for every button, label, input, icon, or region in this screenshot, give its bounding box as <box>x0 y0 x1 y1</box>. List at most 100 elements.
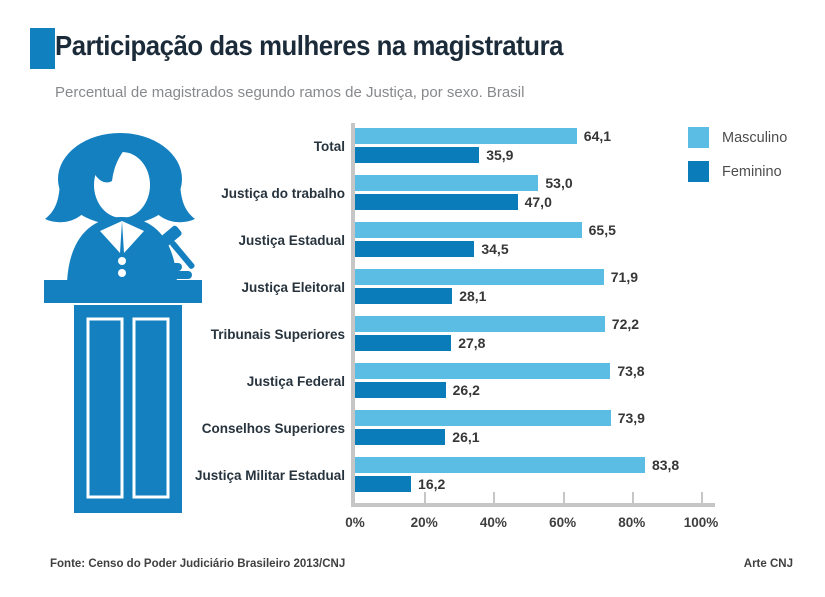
bar-feminino <box>355 476 412 492</box>
bar-masculino <box>355 410 611 426</box>
bar-line: 71,9 <box>355 269 701 285</box>
bar-value-label: 26,1 <box>452 429 480 445</box>
bar-line: 35,9 <box>355 147 701 163</box>
bar-line: 73,8 <box>355 363 701 379</box>
bar-value-label: 73,8 <box>617 363 645 379</box>
axis-tick-label: 40% <box>479 515 507 530</box>
bar-line: 26,1 <box>355 429 701 445</box>
bar-feminino <box>355 382 446 398</box>
bar-line: 27,8 <box>355 335 701 351</box>
axis-tick <box>424 492 427 503</box>
judge-hair-flip-left <box>45 177 86 223</box>
legend-swatch-feminino <box>688 161 709 182</box>
category-label: Tribunais Superiores <box>210 327 345 342</box>
bar-feminino <box>355 429 446 445</box>
chart-legend: Masculino Feminino <box>688 127 787 195</box>
bar-masculino <box>355 269 604 285</box>
x-axis-line <box>351 503 715 507</box>
category-label: Conselhos Superiores <box>201 421 345 436</box>
bar-line: 73,9 <box>355 410 701 426</box>
bar-line: 64,1 <box>355 128 701 144</box>
bar-line: 53,0 <box>355 175 701 191</box>
chart-rows: Total 64,1 35,9 Justiça do trabalho 53,0 47,0… <box>195 123 701 499</box>
podium-top <box>44 280 202 303</box>
chart-row: Justiça Militar Estadual 83,8 16,2 <box>195 452 701 499</box>
axis-tick <box>493 492 496 503</box>
bar-value-label: 73,9 <box>617 410 645 426</box>
axis-tick-label: 20% <box>410 515 438 530</box>
bar-feminino <box>355 288 453 304</box>
podium-panel-right <box>132 317 170 499</box>
axis-tick-label: 0% <box>345 515 365 530</box>
axis-tick-label: 60% <box>549 515 577 530</box>
bar-value-label: 34,5 <box>481 241 509 257</box>
gavel-block-top <box>148 263 182 271</box>
bar-value-label: 27,8 <box>458 335 486 351</box>
judge-button-top <box>118 257 126 265</box>
category-label: Total <box>313 139 345 154</box>
bar-value-label: 28,1 <box>459 288 487 304</box>
category-label: Justiça do trabalho <box>221 186 345 201</box>
bar-line: 16,2 <box>355 476 701 492</box>
axis-tick <box>562 492 565 503</box>
bar-value-label: 35,9 <box>486 147 514 163</box>
bar-value-label: 64,1 <box>583 128 612 144</box>
judge-button-bottom <box>118 269 126 277</box>
gavel-block-base <box>140 271 192 279</box>
category-label: Justiça Estadual <box>238 233 345 248</box>
bar-masculino <box>355 316 605 332</box>
bar-value-label: 83,8 <box>651 457 680 473</box>
gavel-icon <box>154 225 195 269</box>
category-label: Justiça Militar Estadual <box>194 468 345 483</box>
bar-masculino <box>355 222 582 238</box>
bar-masculino <box>355 128 577 144</box>
bar-masculino <box>355 175 539 191</box>
chart-row: Justiça Estadual 65,5 34,5 <box>238 217 701 264</box>
chart-row: Conselhos Superiores 73,9 26,1 <box>202 405 701 452</box>
page-title: Participação das mulheres na magistratur… <box>55 30 564 61</box>
bar-chart: Total 64,1 35,9 Justiça do trabalho 53,0 47,0… <box>195 123 718 530</box>
bar-feminino <box>355 194 518 210</box>
bar-value-label: 71,9 <box>610 269 639 285</box>
legend-item: Masculino <box>688 127 787 148</box>
bar-line: 72,2 <box>355 316 701 332</box>
chart-row: Total 64,1 35,9 <box>314 123 701 170</box>
art-credit: Arte CNJ <box>743 558 793 570</box>
category-label: Justiça Eleitoral <box>241 280 345 295</box>
bar-masculino <box>355 363 611 379</box>
judge-hair-flip-right <box>154 177 195 223</box>
axis-tick-label: 80% <box>618 515 646 530</box>
bar-masculino <box>355 457 645 473</box>
bar-line: 65,5 <box>355 222 701 238</box>
bar-value-label: 16,2 <box>418 476 446 492</box>
judge-collar-right <box>122 221 144 253</box>
bar-value-label: 47,0 <box>524 194 552 210</box>
chart-row: Justiça Eleitoral 71,9 28,1 <box>241 264 701 311</box>
podium-body <box>74 305 182 513</box>
podium-panel-left <box>86 317 124 499</box>
bar-line: 28,1 <box>355 288 701 304</box>
bar-line: 83,8 <box>355 457 701 473</box>
title-accent-square <box>30 28 55 69</box>
bar-feminino <box>355 335 452 351</box>
female-judge-icon <box>44 133 202 513</box>
axis-tick <box>631 492 634 503</box>
page-subtitle: Percentual de magistrados segundo ramos … <box>55 84 525 101</box>
judge-collar-left <box>100 221 122 253</box>
legend-item: Feminino <box>688 161 787 182</box>
category-label: Justiça Federal <box>246 374 345 389</box>
bar-feminino <box>355 241 475 257</box>
legend-swatch-masculino <box>688 127 709 148</box>
chart-row: Justiça Federal 73,8 26,2 <box>247 358 701 405</box>
bar-line: 47,0 <box>355 194 701 210</box>
legend-label: Feminino <box>722 163 782 180</box>
bar-line: 34,5 <box>355 241 701 257</box>
bar-value-label: 72,2 <box>611 316 640 332</box>
bar-feminino <box>355 147 480 163</box>
axis-tick-label: 100% <box>683 515 719 530</box>
bar-value-label: 26,2 <box>452 382 480 398</box>
chart-row: Tribunais Superiores 72,2 27,8 <box>211 311 701 358</box>
legend-label: Masculino <box>722 129 788 146</box>
bar-value-label: 65,5 <box>588 222 616 238</box>
